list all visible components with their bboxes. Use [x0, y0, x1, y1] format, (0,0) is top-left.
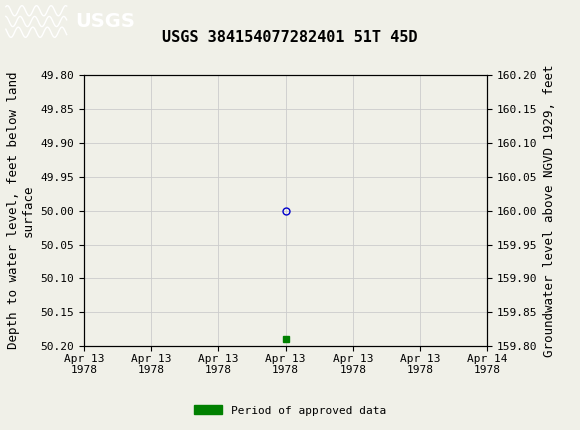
Text: USGS 384154077282401 51T 45D: USGS 384154077282401 51T 45D [162, 30, 418, 45]
Legend: Period of approved data: Period of approved data [190, 401, 390, 420]
Y-axis label: Depth to water level, feet below land
surface: Depth to water level, feet below land su… [7, 72, 35, 350]
Y-axis label: Groundwater level above NGVD 1929, feet: Groundwater level above NGVD 1929, feet [543, 64, 556, 357]
Text: USGS: USGS [75, 12, 135, 31]
